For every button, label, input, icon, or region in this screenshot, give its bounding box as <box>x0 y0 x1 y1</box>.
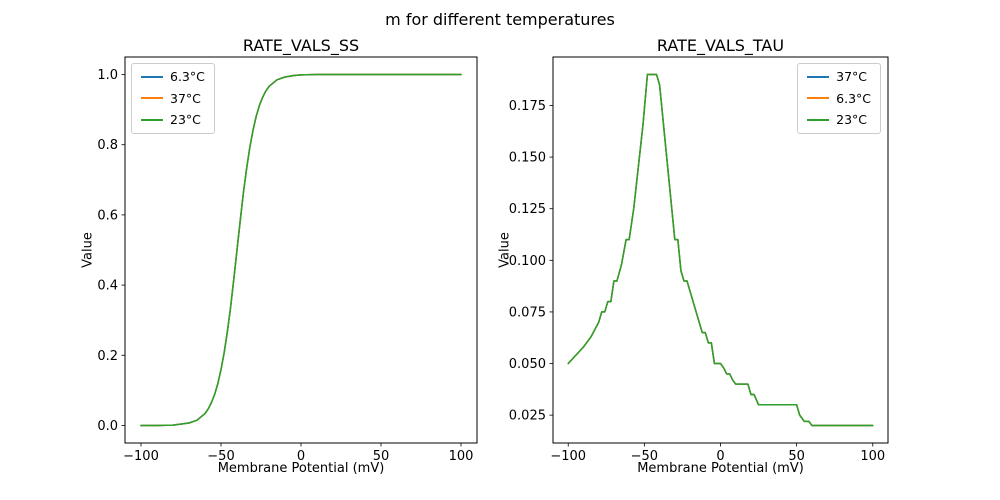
y-tick-label: 0.2 <box>97 349 118 364</box>
x-tick-label: 100 <box>449 449 474 464</box>
legend-entry: 37°C <box>807 69 871 85</box>
x-tick-label: 100 <box>860 449 885 464</box>
x-tick-label: 50 <box>788 449 805 464</box>
y-tick-label: 0.6 <box>97 208 118 223</box>
subplot-0: −100 −50 0 50 100 0.0 0.2 0.4 0.6 0.8 1.0 <box>97 56 478 464</box>
x-tick-label: −100 <box>550 449 586 464</box>
legend-entry: 37°C <box>141 91 205 107</box>
x-tick-label: 0 <box>297 449 305 464</box>
legend-label: 6.3°C <box>170 69 205 84</box>
subplot-1: −100 −50 0 50 100 0.025 0.050 0.075 0.100 0.125 0.… <box>509 56 889 464</box>
y-tick-label: 0.8 <box>97 138 118 153</box>
legend-line-sample <box>141 119 163 122</box>
x-tick-label: 0 <box>716 449 724 464</box>
x-tick-label: −100 <box>123 449 159 464</box>
legend-line-sample <box>807 119 830 122</box>
legend-label: 37°C <box>836 69 868 84</box>
legend-label: 6.3°C <box>836 90 871 106</box>
y-tick-label: 0.0 <box>97 419 118 434</box>
ss-legend: 6.3°C 37°C 23°C <box>131 63 215 134</box>
y-tick-label: 0.100 <box>509 254 546 269</box>
legend-label: 37°C <box>170 90 201 106</box>
tau-xaxis-label: Membrane Potential (mV) <box>637 461 804 476</box>
tau-yaxis-label: Value <box>497 232 513 268</box>
x-tick-label: 50 <box>373 449 390 464</box>
y-tick-label: 0.075 <box>509 305 546 320</box>
legend-entry: 6.3°C <box>807 91 871 107</box>
ss-yaxis-label: Value <box>80 232 96 268</box>
y-tick-label: 0.150 <box>509 151 546 166</box>
y-tick-label: 1.0 <box>97 68 118 83</box>
legend-label: 23°C <box>836 112 868 128</box>
y-tick-label: 0.175 <box>509 99 546 114</box>
y-tick-label: 0.4 <box>97 279 118 294</box>
y-tick-label: 0.125 <box>509 202 546 217</box>
series-line <box>140 73 462 427</box>
legend-entry: 23°C <box>141 112 205 128</box>
legend-line-sample <box>807 97 830 100</box>
series-line <box>567 73 874 427</box>
tau-legend: 37°C 6.3°C 23°C <box>797 63 881 134</box>
legend-line-sample <box>141 75 163 78</box>
tau-plot-title: RATE_VALS_TAU <box>656 36 785 55</box>
legend-entry: 23°C <box>807 112 871 128</box>
x-tick-label: −50 <box>631 449 658 464</box>
legend-entry: 6.3°C <box>141 69 205 85</box>
ss-plot-title: RATE_VALS_SS <box>242 36 360 55</box>
ss-xaxis-label: Membrane Potential (mV) <box>217 461 385 476</box>
legend-label: 23°C <box>170 112 201 128</box>
x-tick-label: −50 <box>207 449 234 464</box>
legend-line-sample <box>807 75 830 78</box>
figure-suptitle: m for different temperatures <box>385 10 615 29</box>
y-tick-label: 0.050 <box>509 357 546 372</box>
y-tick-label: 0.025 <box>509 409 546 424</box>
legend-line-sample <box>141 97 163 100</box>
